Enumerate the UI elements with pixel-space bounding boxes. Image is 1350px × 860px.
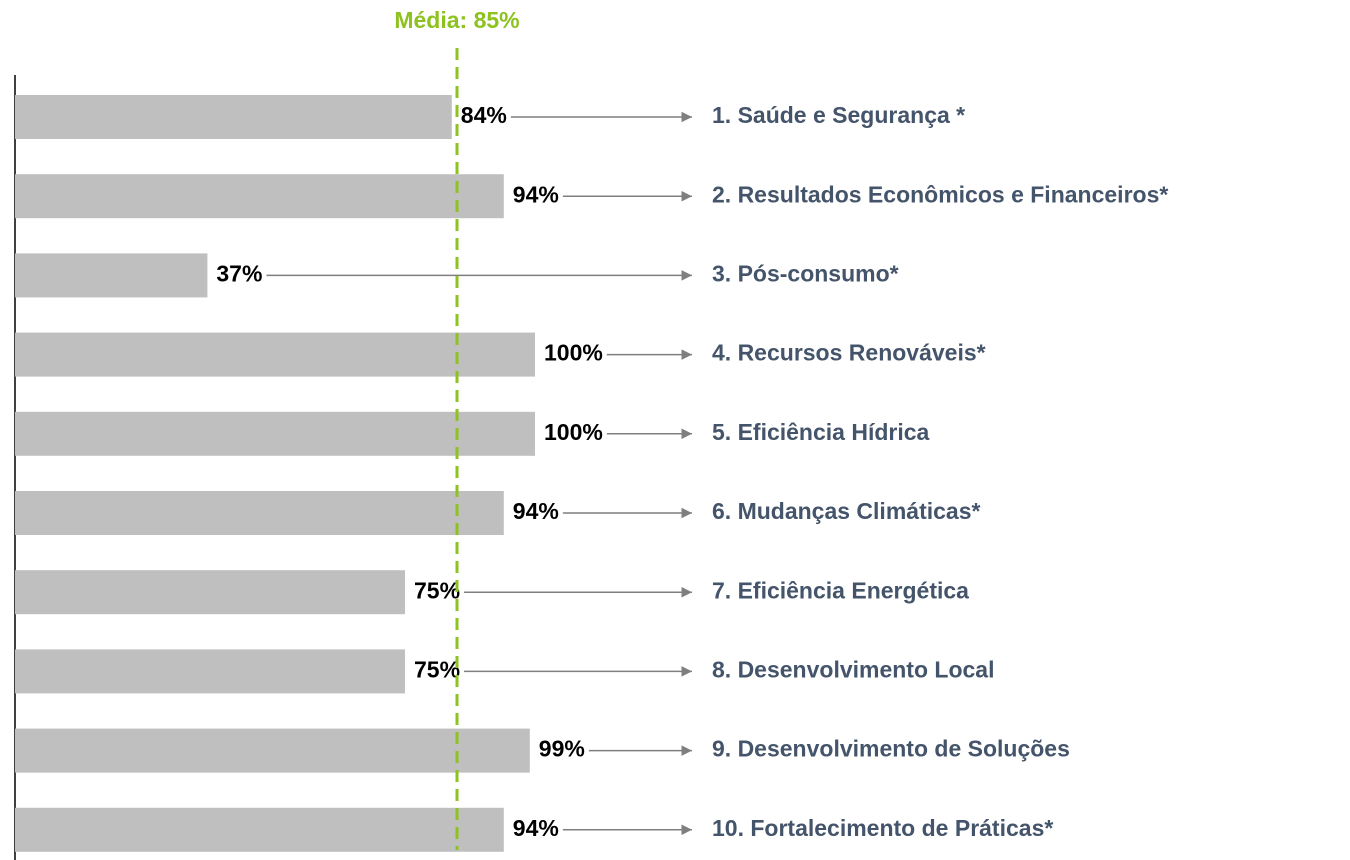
bar (15, 649, 405, 694)
value-label: 84% (461, 102, 507, 128)
value-label: 94% (513, 181, 559, 207)
value-label: 100% (544, 419, 603, 445)
category-label: 1. Saúde e Segurança * (712, 102, 965, 128)
value-label: 37% (216, 260, 262, 286)
value-label: 94% (513, 815, 559, 841)
category-label: 6. Mudanças Climáticas* (712, 498, 980, 524)
value-label: 75% (414, 577, 460, 603)
bar (15, 174, 504, 219)
category-label: 10. Fortalecimento de Práticas* (712, 815, 1053, 841)
bar (15, 728, 530, 773)
value-label: 94% (513, 498, 559, 524)
category-label: 3. Pós-consumo* (712, 260, 899, 286)
category-label: 7. Eficiência Energética (712, 577, 969, 603)
category-label: 2. Resultados Econômicos e Financeiros* (712, 181, 1168, 207)
category-label: 4. Recursos Renováveis* (712, 340, 986, 366)
bar (15, 253, 208, 298)
bar (15, 332, 535, 377)
bar (15, 95, 452, 139)
category-label: 9. Desenvolvimento de Soluções (712, 736, 1070, 762)
bar (15, 491, 504, 535)
category-label: 5. Eficiência Hídrica (712, 419, 930, 445)
value-label: 100% (544, 340, 603, 366)
average-label: Média: 85% (394, 7, 519, 33)
bar (15, 570, 405, 615)
value-label: 75% (414, 656, 460, 682)
value-label: 99% (539, 736, 585, 762)
bar (15, 411, 535, 456)
category-label: 8. Desenvolvimento Local (712, 656, 994, 682)
bar (15, 807, 504, 852)
